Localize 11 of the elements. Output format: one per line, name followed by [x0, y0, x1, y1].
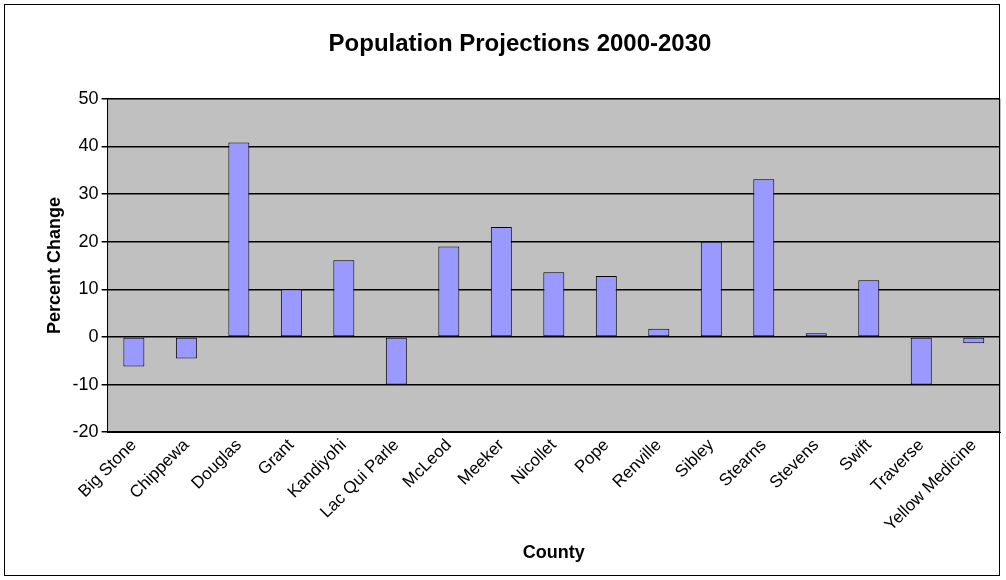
y-tick-label: 40	[78, 135, 99, 156]
y-tick-label: 30	[78, 183, 99, 204]
chart-title: Population Projections 2000-2030	[328, 29, 712, 57]
y-tick-label: -20	[72, 421, 99, 442]
y-tick-label: -10	[72, 373, 99, 394]
y-axis-title: Percent Change	[43, 196, 64, 335]
y-tick-label: 50	[78, 87, 99, 108]
y-tick-label: 10	[78, 278, 99, 299]
y-tick-label: 20	[78, 230, 99, 251]
x-axis-title: County	[522, 542, 585, 563]
y-tick-label: 0	[88, 325, 99, 346]
